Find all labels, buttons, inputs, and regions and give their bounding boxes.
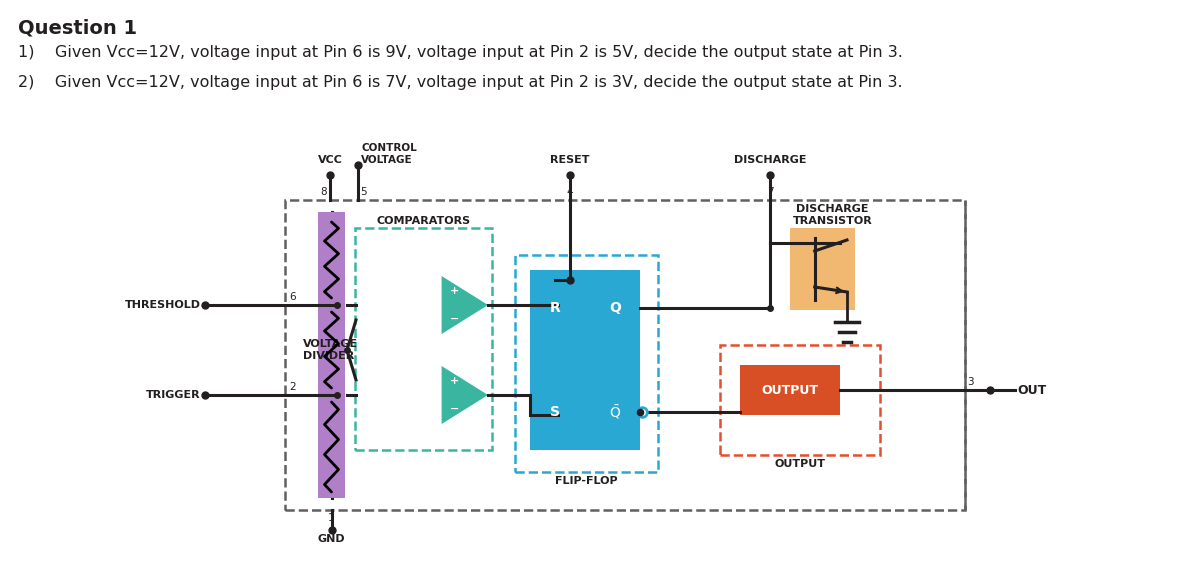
Text: S: S	[550, 405, 560, 419]
Bar	[720, 345, 880, 455]
Text: OUTPUT: OUTPUT	[774, 459, 826, 469]
Text: R: R	[550, 301, 560, 315]
Bar	[530, 270, 640, 450]
Text: 7: 7	[767, 187, 773, 197]
Polygon shape	[442, 366, 488, 424]
Text: THRESHOLD: THRESHOLD	[125, 300, 202, 310]
Bar	[515, 255, 658, 472]
Text: VCC: VCC	[318, 155, 342, 165]
Text: 2: 2	[289, 382, 295, 392]
Text: 6: 6	[289, 292, 295, 302]
Text: 2)    Given Vcc=12V, voltage input at Pin 6 is 7V, voltage input at Pin 2 is 3V,: 2) Given Vcc=12V, voltage input at Pin 6…	[18, 75, 902, 90]
Bar	[286, 200, 965, 510]
Text: VOLTAGE
DIVIDER: VOLTAGE DIVIDER	[302, 339, 358, 361]
Text: DISCHARGE
TRANSISTOR: DISCHARGE TRANSISTOR	[793, 204, 872, 226]
Text: FLIP-FLOP: FLIP-FLOP	[556, 476, 618, 486]
Text: GND: GND	[318, 534, 346, 544]
Text: +: +	[450, 376, 458, 386]
Text: TRIGGER: TRIGGER	[146, 390, 202, 400]
Text: +: +	[450, 286, 458, 296]
Text: 4: 4	[566, 187, 574, 197]
Text: Q: Q	[610, 301, 620, 315]
Text: −: −	[450, 314, 458, 324]
Text: 3: 3	[967, 377, 973, 387]
Text: OUT: OUT	[1018, 384, 1046, 396]
Bar	[355, 228, 492, 450]
Polygon shape	[442, 276, 488, 334]
Text: RESET: RESET	[551, 155, 589, 165]
Text: Question 1: Question 1	[18, 18, 137, 37]
Text: DISCHARGE: DISCHARGE	[733, 155, 806, 165]
Text: −: −	[450, 404, 458, 414]
Text: 1)    Given Vcc=12V, voltage input at Pin 6 is 9V, voltage input at Pin 2 is 5V,: 1) Given Vcc=12V, voltage input at Pin 6…	[18, 45, 902, 60]
Text: OUTPUT: OUTPUT	[762, 384, 818, 396]
Text: 5: 5	[360, 187, 367, 197]
Text: CONTROL
VOLTAGE: CONTROL VOLTAGE	[361, 143, 416, 165]
Bar	[790, 228, 854, 310]
Bar	[740, 365, 840, 415]
Text: $\bar{\rm Q}$: $\bar{\rm Q}$	[608, 403, 622, 421]
Text: 1: 1	[328, 513, 335, 523]
Bar	[318, 212, 346, 498]
Text: 8: 8	[320, 187, 326, 197]
Text: COMPARATORS: COMPARATORS	[377, 216, 470, 226]
